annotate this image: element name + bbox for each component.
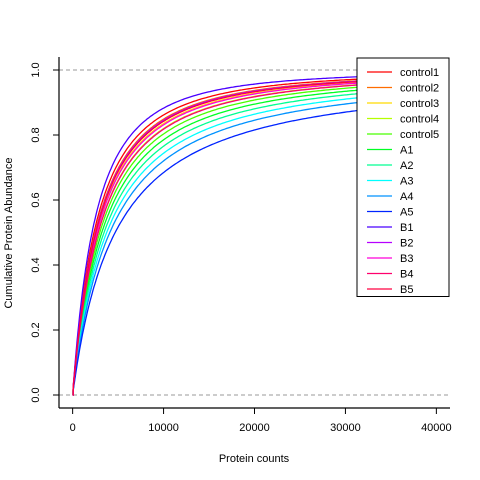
series-line-A4 [72,94,446,396]
legend-label: B1 [400,222,413,234]
x-tick-label: 40000 [421,422,452,434]
x-tick-label: 0 [70,422,76,434]
x-tick-label: 30000 [330,422,361,434]
y-tick-label: 0.6 [30,192,42,207]
axes: 0 10000 20000 30000 40000 0.0 0.2 0.4 0.6 0.8 1.0 [30,57,452,434]
series-line-A2 [72,86,446,396]
legend: control1 control2 control3 control4 control5… [356,57,450,297]
legend-label: B3 [400,253,413,265]
y-tick-label: 0.4 [30,257,42,272]
legend-label: control5 [400,129,439,141]
series-line-control1 [72,75,446,396]
series-line-B5 [72,77,446,396]
legend-label: control1 [400,67,439,79]
x-tick-label: 10000 [148,422,179,434]
series-line-B1 [72,73,446,396]
legend-label: B4 [400,269,413,281]
legend-label: A4 [400,191,413,203]
y-tick-label: 0.8 [30,127,42,142]
legend-label: A3 [400,176,413,188]
legend-label: B5 [400,284,413,296]
legend-label: A2 [400,160,413,172]
series-line-B4 [72,79,446,396]
y-tick-label: 0.0 [30,387,42,402]
legend-label: control4 [400,114,439,126]
legend-label: A5 [400,207,413,219]
y-axis-label: Cumulative Protein Abundance [3,157,15,308]
legend-box [356,57,450,297]
series-line-A5 [72,100,446,396]
y-tick-label: 1.0 [30,62,42,77]
series-line-B3 [72,78,446,396]
legend-label: B2 [400,238,413,250]
x-tick-label: 20000 [239,422,270,434]
series-line-control5 [72,81,446,396]
series-line-A3 [72,90,446,396]
y-tick-label: 0.2 [30,322,42,337]
x-axis-label: Protein counts [219,453,290,465]
legend-label: A1 [400,145,413,157]
legend-label: control3 [400,98,439,110]
series-lines [72,73,446,396]
series-line-A1 [72,83,446,396]
legend-label: control2 [400,83,439,95]
